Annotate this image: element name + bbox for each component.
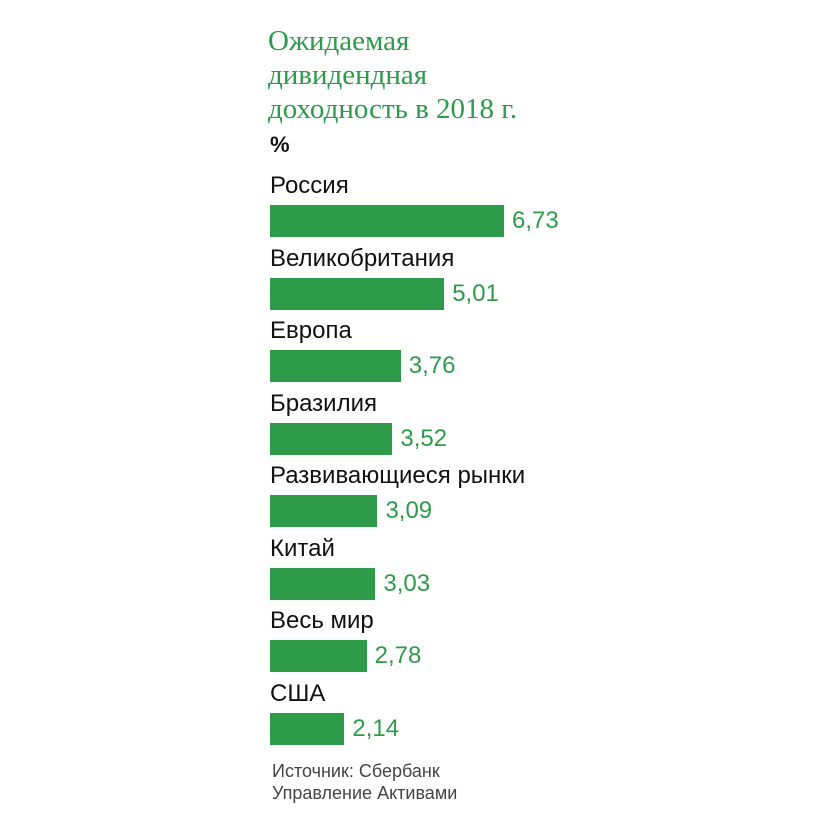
category-label: Весь мир xyxy=(270,607,374,634)
value-label: 5,01 xyxy=(452,279,499,307)
category-label: Развивающиеся рынки xyxy=(270,462,526,489)
chart-title-line-3: доходность в 2018 г. xyxy=(268,93,518,125)
chart-title-line-1: Ожидаемая xyxy=(268,25,410,57)
bar xyxy=(270,205,504,237)
value-label: 2,78 xyxy=(374,642,422,669)
value-label: 3,76 xyxy=(408,352,456,379)
unit-label: % xyxy=(270,132,290,157)
chart-title-line-2: дивидендная xyxy=(268,59,428,91)
value-label: 6,73 xyxy=(512,207,559,234)
category-label: Великобритания xyxy=(270,244,455,272)
bar xyxy=(270,640,367,672)
bar xyxy=(270,422,393,455)
source-note: Источник: Сбербанк Управление Активами xyxy=(272,760,457,804)
category-label: Россия xyxy=(270,172,349,199)
chart-title: Ожидаемая дивидендная доходность в 2018 … xyxy=(268,24,688,126)
bar xyxy=(270,277,445,310)
category-label: Европа xyxy=(270,317,352,344)
value-label: 3,03 xyxy=(383,569,431,597)
source-line-2: Управление Активами xyxy=(272,783,458,803)
value-label: 3,52 xyxy=(400,424,448,452)
bar xyxy=(270,495,378,527)
bar xyxy=(270,712,345,745)
value-label: 2,14 xyxy=(352,714,400,742)
bar xyxy=(270,567,376,600)
bar xyxy=(270,350,401,382)
value-label: 3,09 xyxy=(385,497,433,524)
category-label: Китай xyxy=(270,534,335,562)
source-line-1: Источник: Сбербанк xyxy=(272,761,440,781)
category-label: Бразилия xyxy=(270,389,377,417)
category-label: США xyxy=(270,679,326,707)
